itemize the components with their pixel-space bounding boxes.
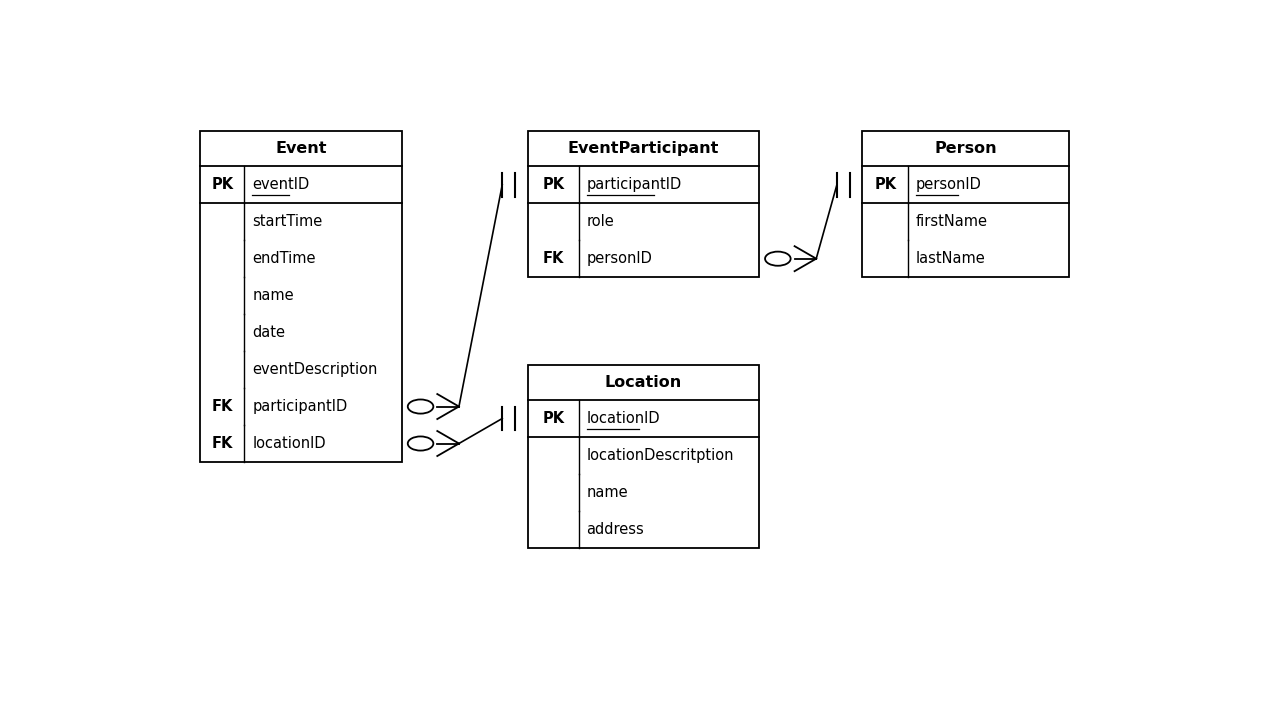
- Text: PK: PK: [211, 177, 234, 192]
- Text: FK: FK: [212, 399, 232, 414]
- Text: PK: PK: [542, 177, 564, 192]
- Text: eventDescription: eventDescription: [253, 362, 377, 377]
- Text: name: name: [253, 288, 293, 303]
- Text: startTime: startTime: [253, 214, 323, 229]
- Text: Location: Location: [605, 375, 682, 390]
- Text: Person: Person: [935, 141, 997, 156]
- Bar: [862, 131, 1069, 277]
- Bar: [528, 365, 759, 548]
- Text: FK: FK: [212, 436, 232, 451]
- Bar: [528, 131, 759, 277]
- Text: Event: Event: [276, 141, 326, 156]
- Text: PK: PK: [542, 411, 564, 426]
- Text: lastName: lastName: [916, 251, 986, 266]
- Text: locationID: locationID: [587, 411, 660, 426]
- Text: personID: personID: [916, 177, 982, 192]
- Text: locationDescritption: locationDescritption: [587, 448, 734, 463]
- Text: participantID: participantID: [587, 177, 682, 192]
- Text: endTime: endTime: [253, 251, 316, 266]
- Text: PK: PK: [874, 177, 897, 192]
- Text: FK: FK: [542, 251, 564, 266]
- Text: EventParticipant: EventParticipant: [568, 141, 719, 156]
- Text: personID: personID: [587, 251, 653, 266]
- Text: address: address: [587, 522, 644, 537]
- Text: locationID: locationID: [253, 436, 326, 451]
- Text: role: role: [587, 214, 615, 229]
- Text: participantID: participantID: [253, 399, 348, 414]
- Text: name: name: [587, 485, 629, 500]
- Text: eventID: eventID: [253, 177, 310, 192]
- Text: firstName: firstName: [916, 214, 988, 229]
- Bar: [201, 131, 401, 462]
- Text: date: date: [253, 325, 286, 340]
